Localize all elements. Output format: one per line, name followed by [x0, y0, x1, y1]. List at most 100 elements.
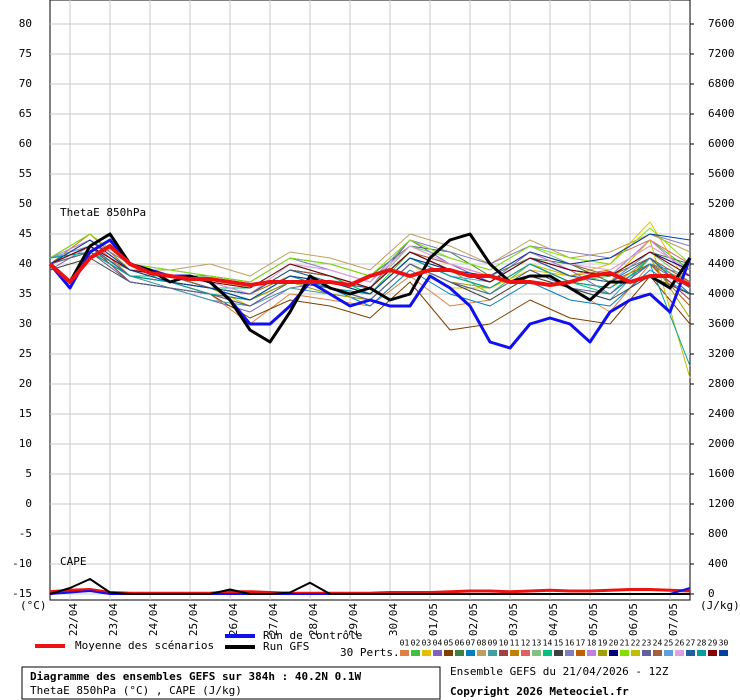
perturbation-swatch [642, 650, 651, 656]
perturbation-name: 06 [455, 639, 465, 648]
perturbation-name: 11 [510, 639, 520, 648]
y-tick-label: 50 [19, 197, 32, 210]
perturbation-swatch [411, 650, 420, 656]
y-tick-label: 60 [19, 137, 32, 150]
perturbation-name: 30 [719, 639, 729, 648]
y-tick-label: 80 [19, 17, 32, 30]
x-tick-label: 05/05 [587, 603, 600, 636]
y2-tick-label: 6400 [708, 107, 735, 120]
perturbation-line [49, 233, 691, 277]
perturbation-swatch [719, 650, 728, 656]
y2-tick-label: 7200 [708, 47, 735, 60]
x-tick-label: 27/04 [267, 603, 280, 636]
y2-tick-label: 400 [708, 557, 728, 570]
perturbation-name: 01 [400, 639, 410, 648]
perturbation-name: 03 [422, 639, 432, 648]
y2-tick-label: 6800 [708, 77, 735, 90]
perturbation-swatch [554, 650, 563, 656]
perturbation-swatch [477, 650, 486, 656]
y-axis-label: (°C) [20, 599, 47, 612]
perturbation-name: 05 [444, 639, 454, 648]
grid [50, 0, 690, 600]
y2-tick-label: 1600 [708, 467, 735, 480]
perturbation-name: 04 [433, 639, 443, 648]
y-tick-label: 0 [25, 497, 32, 510]
x-tick-label: 30/04 [387, 603, 400, 636]
y-tick-label: 30 [19, 317, 32, 330]
cape-label: CAPE [60, 555, 87, 568]
x-tick-label: 23/04 [107, 603, 120, 636]
chart-title: Diagramme des ensembles GEFS sur 384h : … [30, 670, 362, 683]
perturbation-swatch [510, 650, 519, 656]
perturbation-name: 09 [488, 639, 498, 648]
perturbation-swatch [455, 650, 464, 656]
perturbation-swatch [444, 650, 453, 656]
y2-tick-label: 6000 [708, 137, 735, 150]
theta-label: ThetaE 850hPa [60, 206, 146, 219]
y-tick-label: 5 [25, 467, 32, 480]
y-tick-label: 35 [19, 287, 32, 300]
perturbation-name: 25 [664, 639, 674, 648]
legend-label: Moyenne des scénarios [75, 639, 214, 652]
y-tick-label: 10 [19, 437, 32, 450]
perturbation-swatch [422, 650, 431, 656]
perturbation-name: 17 [576, 639, 586, 648]
y2-tick-label: 2000 [708, 437, 735, 450]
perturbation-swatch [587, 650, 596, 656]
perturbation-name: 10 [499, 639, 509, 648]
perturbation-swatch [466, 650, 475, 656]
perturbation-name: 13 [532, 639, 542, 648]
perturbation-swatch [697, 650, 706, 656]
perturbation-name: 08 [477, 639, 487, 648]
y2-axis-label: (J/kg) [700, 599, 740, 612]
y-tick-label: 65 [19, 107, 32, 120]
perturbation-swatch [675, 650, 684, 656]
x-tick-label: 04/05 [547, 603, 560, 636]
perturbation-name: 12 [521, 639, 531, 648]
perturbation-swatch [488, 650, 497, 656]
y2-tick-label: 5600 [708, 167, 735, 180]
y-tick-label: 45 [19, 227, 32, 240]
perturbation-swatch [609, 650, 618, 656]
x-tick-label: 25/04 [187, 603, 200, 636]
perturbations-label: 30 Perts. [340, 646, 400, 659]
perturbation-line [49, 233, 691, 301]
perturbation-swatch [433, 650, 442, 656]
perturbation-swatch [543, 650, 552, 656]
perturbation-name: 20 [609, 639, 619, 648]
y-tick-label: 75 [19, 47, 32, 60]
perturbation-name: 29 [708, 639, 718, 648]
run-label: Ensemble GEFS du 21/04/2026 - 12Z [450, 665, 669, 678]
perturbation-name: 02 [411, 639, 421, 648]
perturbation-swatch [631, 650, 640, 656]
perturbation-swatch [664, 650, 673, 656]
x-tick-label: 28/04 [307, 603, 320, 636]
legend-label: Run GFS [263, 640, 309, 653]
perturbation-name: 15 [554, 639, 564, 648]
x-tick-label: 03/05 [507, 603, 520, 636]
title-box [21, 666, 441, 700]
perturbation-swatch [576, 650, 585, 656]
y2-tick-label: 7600 [708, 17, 735, 30]
x-tick-label: 01/05 [427, 603, 440, 636]
chart-subtitle: ThetaE 850hPa (°C) , CAPE (J/kg) [30, 684, 242, 697]
perturbation-name: 14 [543, 639, 553, 648]
perturbation-name: 19 [598, 639, 608, 648]
legend-label: Run de contrôle [263, 629, 362, 642]
perturbation-name: 27 [686, 639, 696, 648]
perturbation-name: 07 [466, 639, 476, 648]
y-tick-label: 25 [19, 347, 32, 360]
perturbation-swatch [686, 650, 695, 656]
y2-tick-label: 2400 [708, 407, 735, 420]
series-line [48, 244, 691, 287]
y-tick-label: -10 [12, 557, 32, 570]
perturbation-name: 16 [565, 639, 575, 648]
x-tick-label: 02/05 [467, 603, 480, 636]
perturbation-swatch [499, 650, 508, 656]
y2-tick-label: 5200 [708, 197, 735, 210]
y2-tick-label: 4000 [708, 287, 735, 300]
perturbation-swatch [400, 650, 409, 656]
y2-tick-label: 2800 [708, 377, 735, 390]
perturbation-swatch [532, 650, 541, 656]
perturbation-name: 22 [631, 639, 641, 648]
